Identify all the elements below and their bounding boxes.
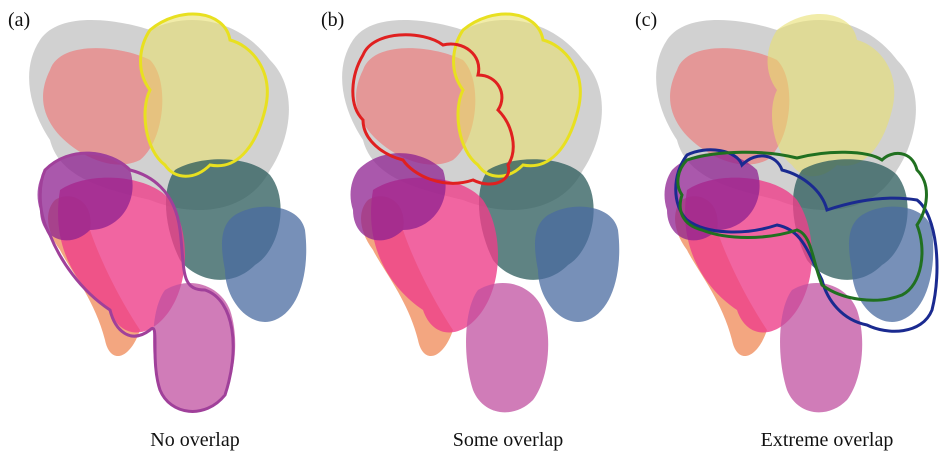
panel-label: (b) [321,9,344,31]
panel-label: (a) [8,9,30,31]
panel-b: (b) Some overlap [321,9,619,451]
panel-caption: Some overlap [453,429,564,451]
panel-c: (c) Extreme overlap [635,9,937,451]
panel-caption: Extreme overlap [761,429,894,451]
panel-a: (a) No overlap [8,9,306,451]
panel-caption: No overlap [150,429,239,451]
panel-label: (c) [635,9,657,31]
figure: (a) No overlap (b) Some overlap (c) Extr… [0,0,940,454]
